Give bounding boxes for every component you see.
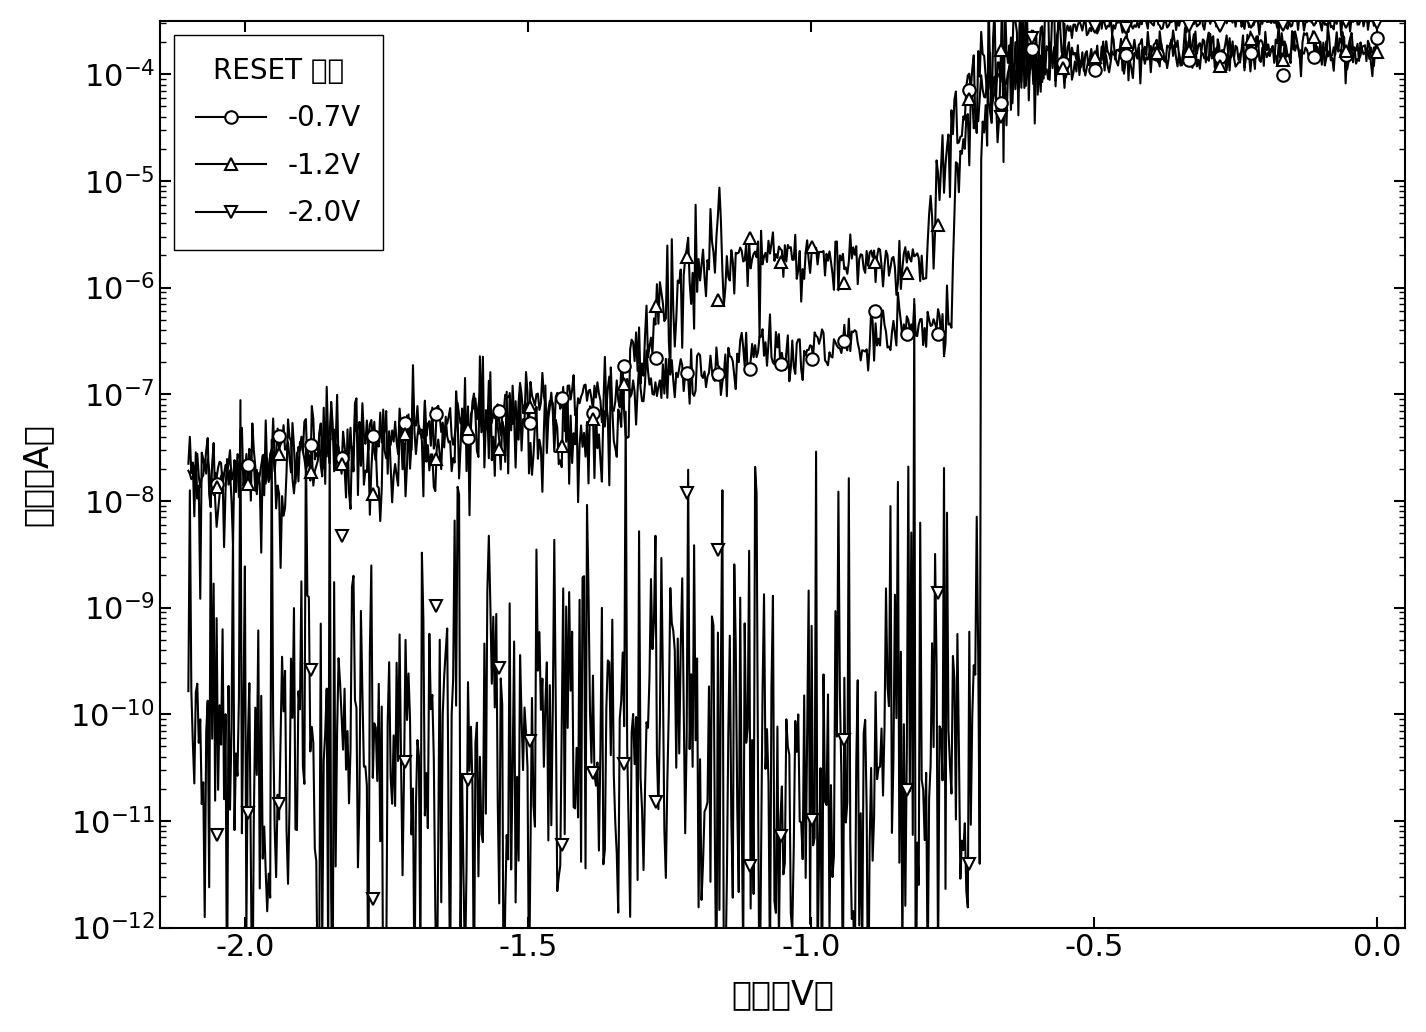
Y-axis label: 电流（A）: 电流（A） [21,423,54,525]
Legend: -0.7V, -1.2V, -2.0V: -0.7V, -1.2V, -2.0V [174,35,384,250]
X-axis label: 电压（V）: 电压（V） [732,978,834,1011]
